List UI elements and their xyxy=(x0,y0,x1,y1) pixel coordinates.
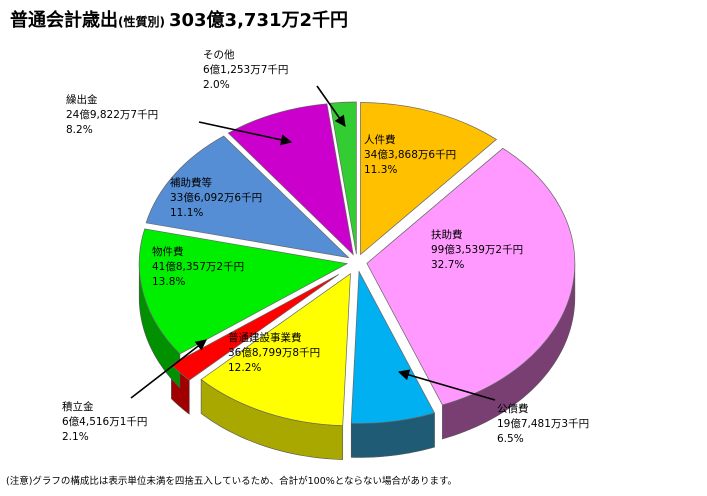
slice-label-percent-9: 2.0% xyxy=(203,79,230,91)
slice-label-name-7: 補助費等 xyxy=(170,176,212,189)
slice-labels: 人件費 34億3,868万6千円 11.3% 扶助費 99億3,539万2千円 32.7%… xyxy=(62,48,589,445)
chart-title-total: 303億3,731万2千円 xyxy=(168,10,349,31)
leader-line-5 xyxy=(130,339,207,399)
leader-line-8 xyxy=(198,121,293,146)
pie-slice-8 xyxy=(227,103,354,256)
pie-tops xyxy=(138,101,576,426)
chart-title-main: 普通会計歳出 xyxy=(10,10,118,31)
slice-label-amount-2: 99億3,539万2千円 xyxy=(431,243,523,256)
leader-lines xyxy=(130,85,496,401)
pie-slice-9 xyxy=(329,101,357,255)
slice-label-percent-7: 11.1% xyxy=(170,207,203,219)
slice-label-name-5: 積立金 xyxy=(62,400,94,413)
slice-label-name-4: 普通建設事業費 xyxy=(228,331,302,344)
leader-line-9 xyxy=(316,85,346,127)
pie-slice-3 xyxy=(350,270,436,424)
pie-slice-7 xyxy=(145,135,350,259)
slice-label-percent-2: 32.7% xyxy=(431,259,464,271)
slice-label-percent-4: 12.2% xyxy=(228,362,261,374)
slice-label-amount-4: 36億8,799万8千円 xyxy=(228,346,320,359)
slice-label-amount-7: 33億6,092万6千円 xyxy=(170,191,262,204)
pie-slice-1 xyxy=(360,102,498,256)
slice-label-percent-5: 2.1% xyxy=(62,431,89,443)
slice-label-name-8: 繰出金 xyxy=(66,93,98,106)
slice-label-percent-3: 6.5% xyxy=(497,433,524,445)
pie-slice-6 xyxy=(138,228,349,355)
footnote: (注意)グラフの構成比は表示単位未満を四捨五入しているため、合計が100%となら… xyxy=(6,476,458,487)
slice-label-amount-5: 6億4,516万1千円 xyxy=(62,415,147,428)
slice-label-amount-8: 24億9,822万7千円 xyxy=(66,108,158,121)
slice-label-amount-1: 34億3,868万6千円 xyxy=(364,148,456,161)
slice-label-name-9: その他 xyxy=(203,48,235,61)
slice-label-percent-8: 8.2% xyxy=(66,124,93,136)
slice-label-amount-6: 41億8,357万2千円 xyxy=(152,260,244,273)
slice-label-amount-9: 6億1,253万7千円 xyxy=(203,63,288,76)
slice-label-name-6: 物件費 xyxy=(152,245,184,258)
pie-slice-2 xyxy=(366,147,576,406)
slice-label-amount-3: 19億7,481万3千円 xyxy=(497,417,589,430)
slice-label-name-3: 公債費 xyxy=(497,402,529,415)
chart-title-sub: (性質別) xyxy=(118,15,165,29)
slice-label-percent-6: 13.8% xyxy=(152,276,185,288)
leader-line-3 xyxy=(397,369,496,401)
chart-title: 普通会計歳出(性質別) 303億3,731万2千円 xyxy=(10,6,348,32)
pie-slice-4 xyxy=(200,272,351,426)
slice-label-name-1: 人件費 xyxy=(364,133,396,146)
pie-slice-5 xyxy=(170,274,339,381)
slice-label-name-2: 扶助費 xyxy=(431,228,463,241)
slice-label-percent-1: 11.3% xyxy=(364,164,397,176)
pie-chart: 人件費 34億3,868万6千円 11.3% 扶助費 99億3,539万2千円 32.7%… xyxy=(62,48,589,460)
